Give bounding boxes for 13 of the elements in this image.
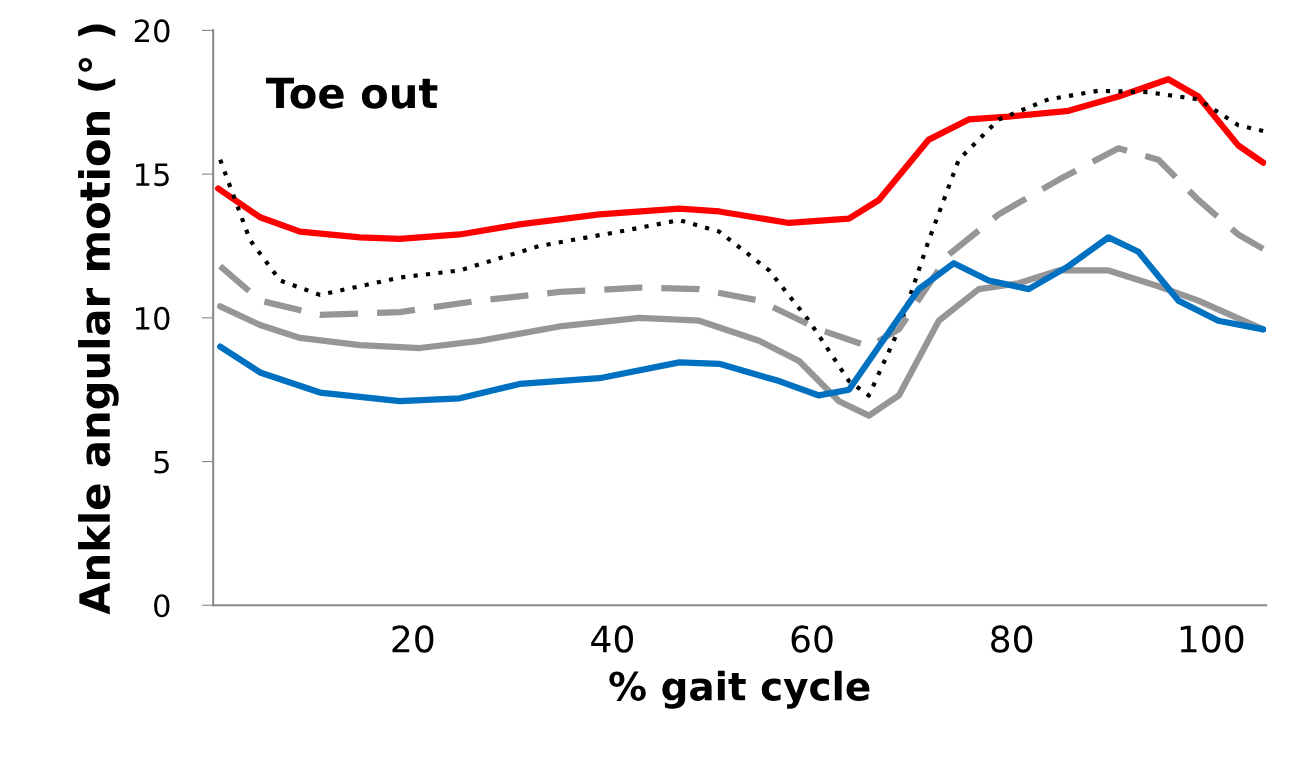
x-tick-label: 20: [392, 625, 434, 653]
x-tick-label: 80: [991, 625, 1033, 653]
y-tick-label: 10: [135, 306, 170, 330]
y-axis-title: Ankle angular motion (° ): [78, 24, 119, 615]
y-tick-label: 0: [154, 594, 170, 618]
y-tick-label: 20: [134, 19, 170, 43]
y-tick-label: 5: [154, 450, 169, 474]
x-tick-label: 40: [591, 625, 633, 653]
x-tick-label: 60: [791, 625, 833, 653]
text: Toe out: [266, 77, 438, 109]
x-tick-label: 100: [1180, 625, 1244, 653]
y-tick-label: 15: [135, 163, 169, 187]
x-axis-title: % gait cycle: [609, 670, 870, 709]
